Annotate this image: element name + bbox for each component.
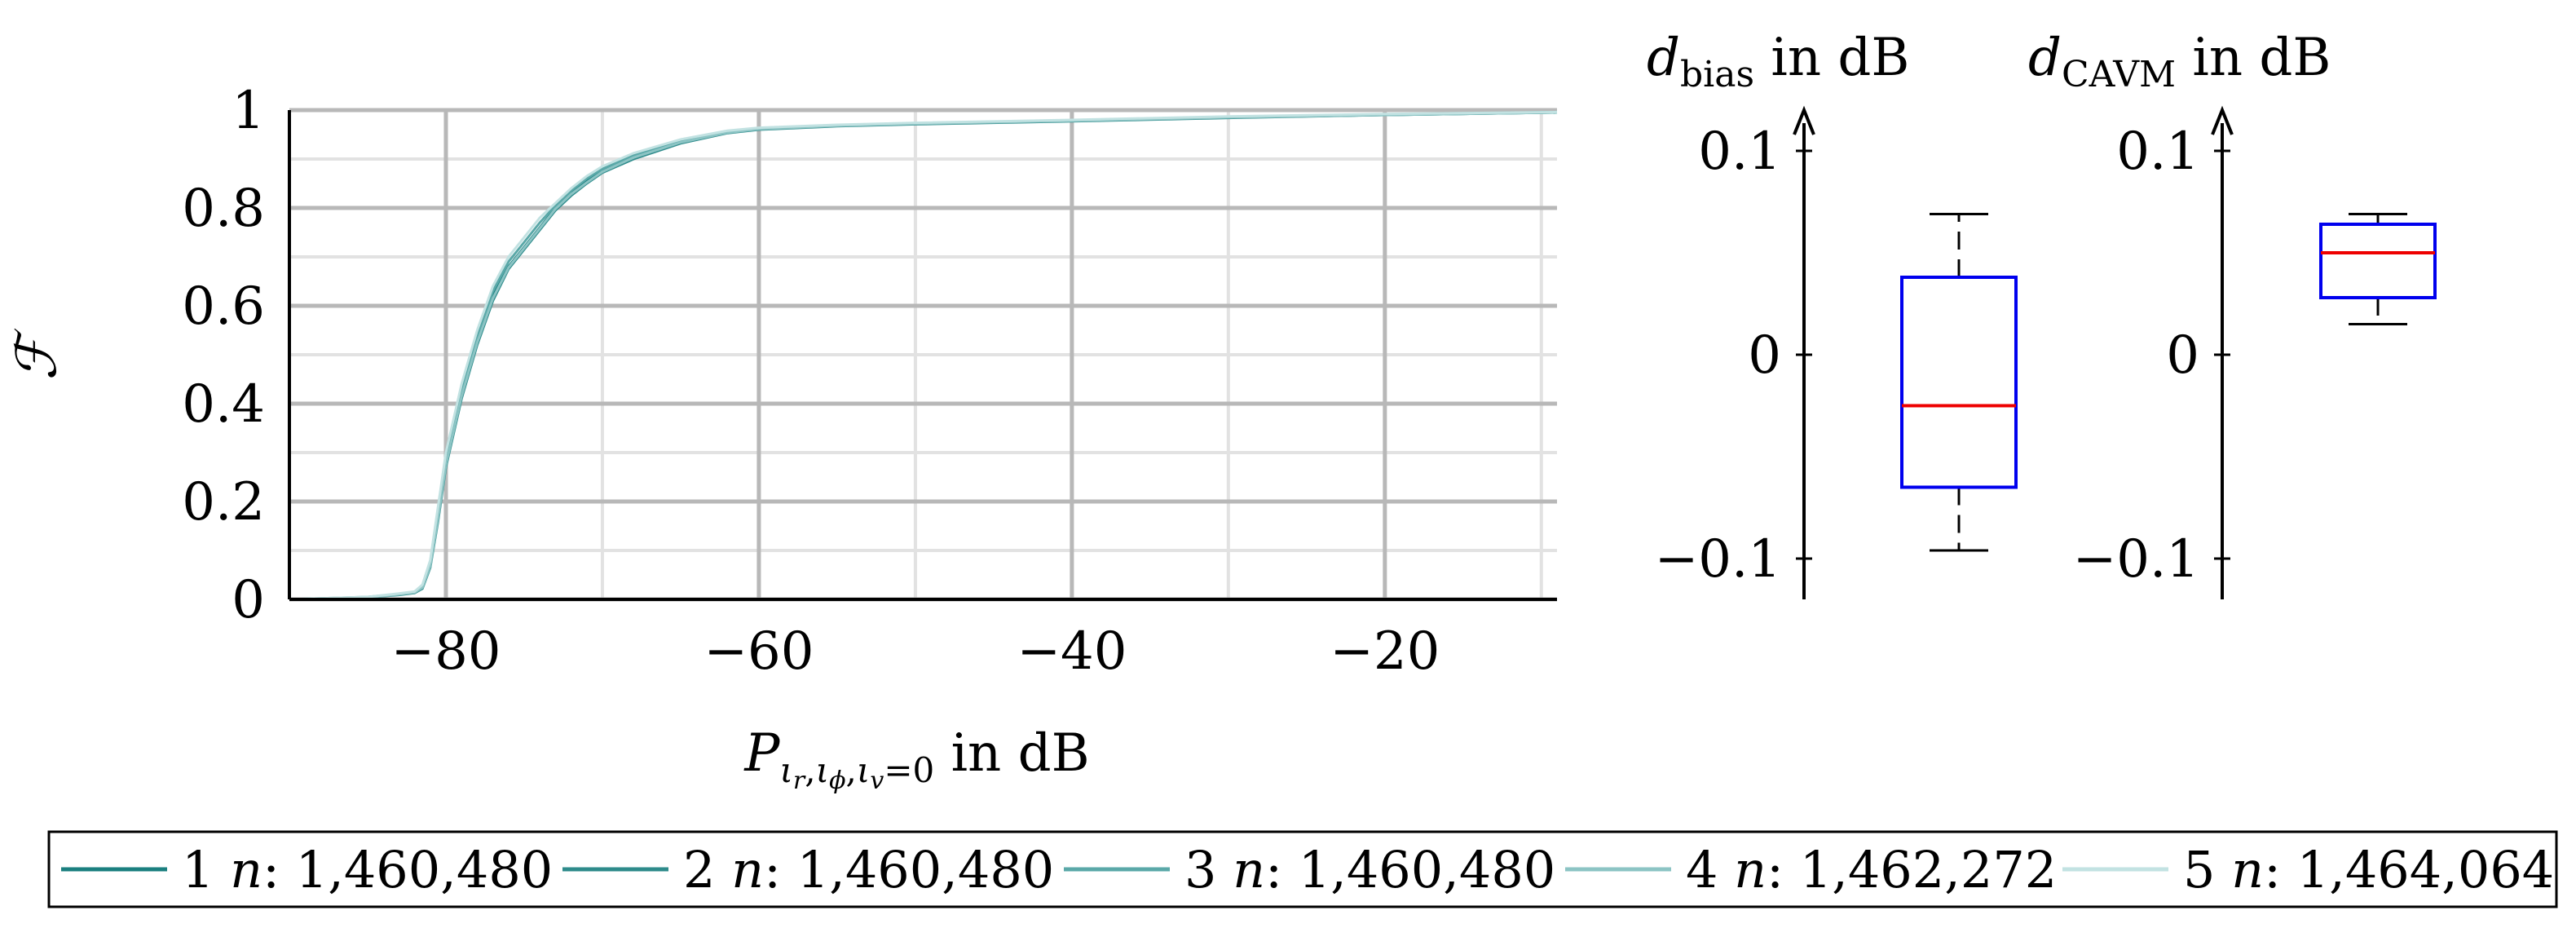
cdf-y-tick-label: 0.6	[182, 276, 265, 337]
cdf-y-ticks: 0 0.2 0.4 0.6 0.8 1	[182, 81, 265, 630]
box-plot-cavm-iqr-box	[2319, 223, 2437, 299]
legend-entry-3: 3 n: 1,460,480	[1184, 840, 1555, 899]
cdf-series-line-5	[289, 110, 1558, 601]
box-plot-cavm-marks	[2319, 213, 2437, 325]
box-plot-cavm-title: dCAVM in dB	[2028, 28, 2331, 95]
legend-entry-4: 4 n: 1,462,272	[1686, 840, 2057, 899]
box-plot-cavm-y-tick-label: 0	[2166, 325, 2199, 386]
cdf-lines	[289, 110, 1558, 601]
box-plot-bias-iqr-box	[1900, 276, 2018, 489]
cdf-axes	[288, 110, 1557, 601]
cdf-y-tick-label: 0.2	[182, 472, 265, 532]
legend-frame	[47, 830, 2558, 908]
box-plot-cavm-y-tick-label: 0.1	[2116, 122, 2199, 182]
cdf-y-axis-label: ℱ	[5, 328, 69, 381]
legend-entry-1: 1 n: 1,460,480	[182, 840, 553, 899]
cdf-x-tick-label: −20	[1330, 621, 1440, 682]
box-plot-bias-y-tick-label: 0	[1748, 325, 1781, 386]
box-plot-bias-y-tick-label: 0.1	[1698, 122, 1781, 182]
cdf-x-ticks: −80 −60 −40 −20	[390, 621, 1440, 682]
cdf-y-tick-label: 0.4	[182, 374, 265, 435]
cdf-x-tick-label: −40	[1017, 621, 1127, 682]
cdf-x-axis-label: Pιr,ιϕ,ιv=0 in dB	[743, 723, 1089, 795]
cdf-y-tick-label: 0.8	[182, 179, 265, 239]
box-plot-bias: dbias in dB −0.1 0 0.1	[1647, 28, 2018, 599]
box-plot-bias-axis: −0.1 0 0.1	[1655, 105, 1815, 599]
cdf-chart: −80 −60 −40 −20 0 0.2 0.4 0.6 0.8 1 ℱ Pιr,ιϕ,ιv=…	[5, 81, 1558, 795]
box-plot-cavm-axis: −0.1 0 0.1	[2073, 105, 2234, 599]
box-plot-bias-y-tick-label: −0.1	[1655, 529, 1781, 590]
box-plot-bias-marks	[1900, 213, 2018, 552]
cdf-grid	[288, 108, 1557, 602]
cdf-y-tick-label: 0	[232, 570, 265, 630]
legend-entry-2: 2 n: 1,460,480	[683, 840, 1054, 899]
box-plot-cavm-y-tick-label: −0.1	[2073, 529, 2199, 590]
box-plot-bias-title: dbias in dB	[1647, 28, 1909, 95]
cdf-y-tick-label: 1	[232, 81, 265, 141]
box-plot-bias-axis-arrow-icon	[1793, 105, 1815, 135]
box-plot-cavm-axis-arrow-icon	[2211, 105, 2234, 135]
cdf-x-tick-label: −60	[704, 621, 814, 682]
box-plot-cavm: dCAVM in dB −0.1 0 0.1	[2028, 28, 2437, 599]
cdf-x-tick-label: −80	[390, 621, 501, 682]
legend-entry-5: 5 n: 1,464,064	[2183, 840, 2554, 899]
legend: 1 n: 1,460,480 2 n: 1,460,480 3 n: 1,460,4…	[47, 830, 2558, 908]
